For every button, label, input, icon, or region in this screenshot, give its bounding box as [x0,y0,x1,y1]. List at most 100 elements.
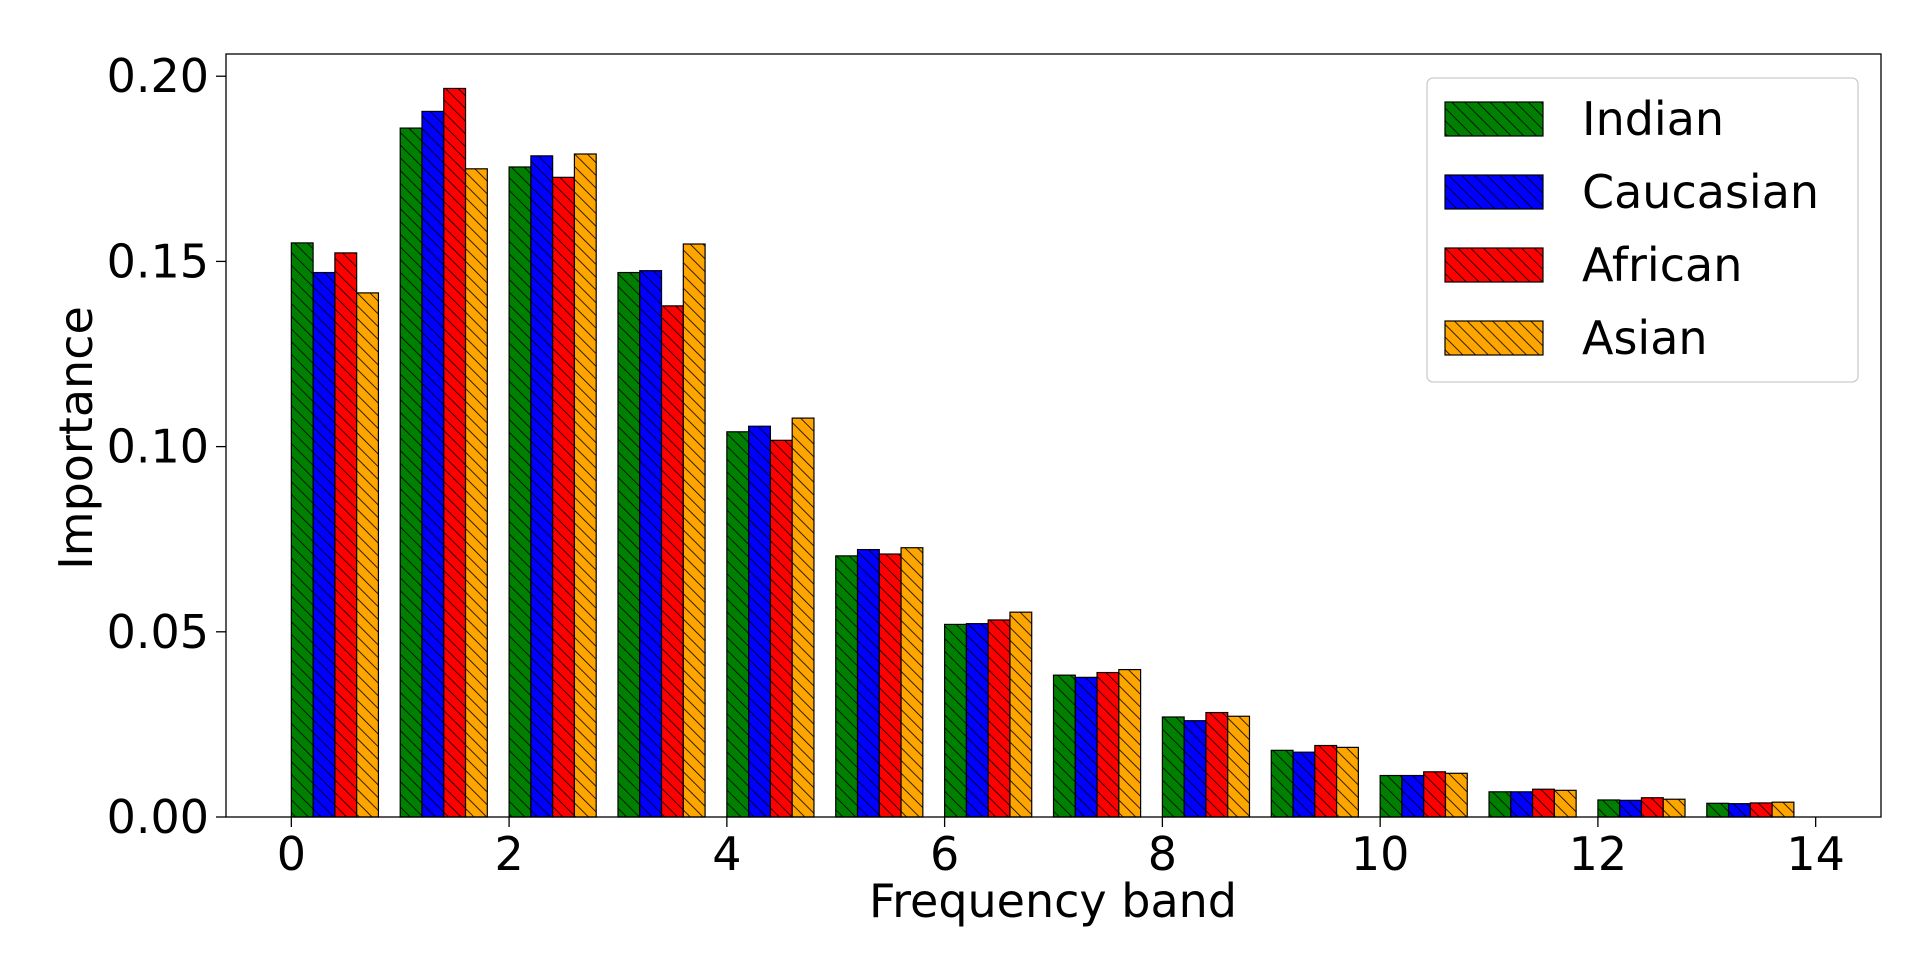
bar-hatch [900,547,924,818]
bar [1118,668,1142,818]
bar-hatch [835,555,859,818]
legend-swatch-hatch [1444,174,1544,210]
bar-hatch [530,155,554,818]
x-axis-ticks: 0 2 4 6 8 10 12 14 [277,817,1845,881]
bar-hatch [1531,788,1555,818]
bar [878,553,902,818]
bar [312,271,336,818]
bar [1640,797,1664,818]
bar [987,619,1011,818]
bar [1096,671,1120,818]
bar-hatch [312,271,336,818]
bar-hatch [1619,799,1643,818]
bar [421,110,445,818]
bar [682,243,706,818]
bar-hatch [1553,789,1577,818]
legend-item: Indian [1444,92,1724,146]
x-axis-label: Frequency band [869,874,1237,928]
bar-hatch [1161,716,1185,818]
bar-hatch [1009,611,1033,818]
bar [1270,749,1294,818]
bar [769,439,793,818]
bar-hatch [791,417,815,818]
bar [856,548,880,818]
bar [965,623,989,818]
bar-hatch [1662,798,1686,818]
bar-hatch [1488,791,1512,818]
legend-label: Caucasian [1582,165,1819,219]
bar [791,417,815,818]
bar-hatch [421,110,445,818]
bar-hatch [1423,771,1447,818]
bar [356,292,380,818]
bar [1706,802,1730,818]
bar [464,168,488,818]
bar-hatch [1183,720,1207,818]
bar-hatch [1706,802,1730,818]
y-tick-label: 0.15 [107,234,209,288]
bar-hatch [1314,744,1338,818]
x-tick-label: 14 [1786,827,1845,881]
bar [660,305,684,818]
bar [1161,716,1185,818]
bar-hatch [1640,797,1664,818]
bar [900,547,924,818]
bar [1619,799,1643,818]
bar [1314,744,1338,818]
bar [1183,720,1207,818]
bar-hatch [290,242,314,818]
bar-hatch [682,243,706,818]
bar [1401,774,1425,818]
bar [443,87,467,818]
bar-hatch [660,305,684,818]
bar [552,176,576,818]
bar [1662,798,1686,818]
bar-hatch [399,127,423,818]
bar-hatch [965,623,989,818]
legend-label: African [1582,238,1742,292]
bar [944,623,967,818]
bar-hatch [573,153,597,818]
legend-item: African [1444,238,1742,292]
legend: Indian Caucasian African Asian [1426,77,1859,383]
bar [1423,771,1447,818]
bar [1074,676,1098,818]
x-tick-label: 8 [1148,827,1177,881]
bar-hatch [334,252,358,818]
bar [530,155,554,818]
y-tick-label: 0.05 [107,605,209,659]
bar-hatch [1510,791,1534,818]
bar-hatch [878,553,902,818]
bar-hatch [1401,774,1425,818]
bar-hatch [508,166,532,818]
bar [1749,802,1773,818]
bar-hatch [856,548,880,818]
bar [1009,611,1033,818]
bar-hatch [443,87,467,818]
bar-hatch [1749,802,1773,818]
legend-item: Asian [1444,311,1708,365]
bar-hatch [1270,749,1294,818]
y-axis-ticks: 0.00 0.05 0.10 0.15 0.20 [107,49,226,844]
bar-hatch [1205,711,1229,818]
bar [1531,788,1555,818]
bar [1771,801,1795,818]
x-tick-label: 12 [1569,827,1628,881]
bar [1205,711,1229,818]
bar-hatch [356,292,380,818]
legend-swatch-hatch [1444,101,1544,137]
bar [748,425,772,818]
bars-group [290,87,1795,818]
bar-hatch [1597,799,1621,818]
bar [1292,751,1316,818]
bar [573,153,597,818]
y-tick-label: 0.20 [107,49,209,103]
legend-label: Asian [1582,311,1708,365]
bar-hatch [987,619,1011,818]
y-tick-label: 0.10 [107,420,209,474]
bar-hatch [1227,715,1251,818]
bar-hatch [769,439,793,818]
bar-hatch [552,176,576,818]
bar [1510,791,1534,818]
